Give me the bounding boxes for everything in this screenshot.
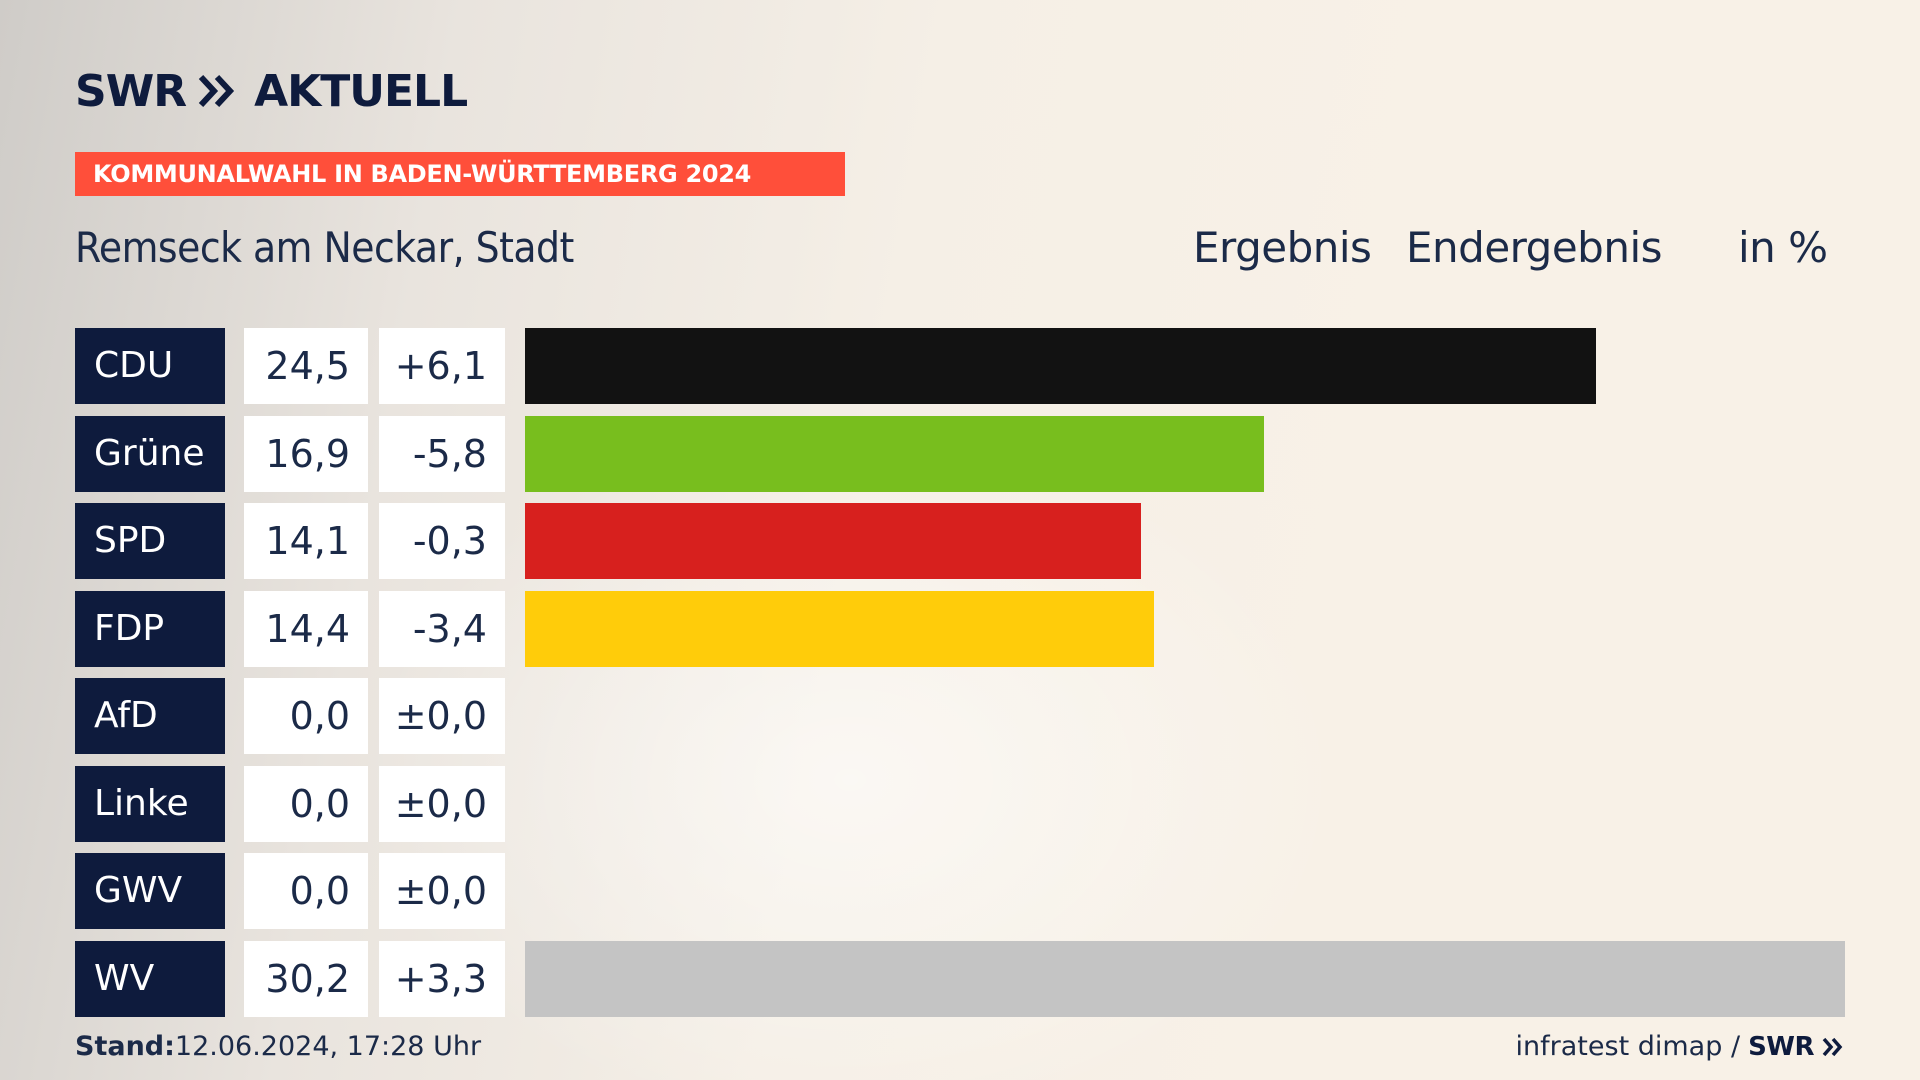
- result-value: 30,2: [244, 940, 368, 1017]
- result-bar: [525, 503, 1141, 579]
- result-diff: +3,3: [379, 940, 505, 1017]
- party-label: FDP: [75, 590, 225, 667]
- result-value: 0,0: [244, 678, 368, 754]
- result-bar: [525, 940, 1845, 1017]
- party-label: CDU: [75, 328, 225, 404]
- source-swr-logo: SWR: [1748, 1032, 1814, 1062]
- result-row: SPD 14,1 -0,3: [0, 503, 1920, 579]
- result-diff: -0,3: [379, 503, 505, 579]
- result-bar: [525, 415, 1264, 492]
- result-value: 0,0: [244, 765, 368, 842]
- source-credit: infratest dimap / SWR: [1516, 1030, 1844, 1064]
- party-label: AfD: [75, 678, 225, 754]
- result-bar: [525, 328, 1596, 404]
- result-row: FDP 14,4 -3,4: [0, 590, 1920, 667]
- result-value: 0,0: [244, 853, 368, 929]
- result-row: Grüne 16,9 -5,8: [0, 415, 1920, 492]
- result-row: AfD 0,0 ±0,0: [0, 678, 1920, 754]
- party-label: WV: [75, 940, 225, 1017]
- result-row: WV 30,2 +3,3: [0, 940, 1920, 1017]
- result-diff: -5,8: [379, 415, 505, 492]
- swr-aktuell-logo: SWR AKTUELL: [75, 65, 468, 117]
- result-bar: [525, 590, 1154, 667]
- double-chevron-icon: [198, 74, 235, 108]
- place-title: Remseck am Neckar, Stadt: [75, 223, 574, 272]
- party-label: SPD: [75, 503, 225, 579]
- logo-aktuell-text: AKTUELL: [254, 65, 468, 117]
- source-text: infratest dimap /: [1515, 1031, 1741, 1062]
- result-row: GWV 0,0 ±0,0: [0, 853, 1920, 929]
- result-diff: ±0,0: [379, 765, 505, 842]
- stand-label: Stand:: [75, 1031, 175, 1062]
- result-row: Linke 0,0 ±0,0: [0, 765, 1920, 842]
- result-value: 14,4: [244, 590, 368, 667]
- logo-swr-text: SWR: [75, 65, 187, 117]
- result-value: 24,5: [244, 328, 368, 404]
- column-header-ergebnis: Ergebnis: [1193, 223, 1372, 272]
- column-header-unit: in %: [1738, 223, 1828, 272]
- party-label: GWV: [75, 853, 225, 929]
- result-diff: -3,4: [379, 590, 505, 667]
- result-diff: +6,1: [379, 328, 505, 404]
- result-value: 16,9: [244, 415, 368, 492]
- column-header-status: Endergebnis: [1406, 223, 1663, 272]
- double-chevron-icon: [1822, 1037, 1843, 1057]
- result-diff: ±0,0: [379, 853, 505, 929]
- result-row: CDU 24,5 +6,1: [0, 328, 1920, 404]
- result-diff: ±0,0: [379, 678, 505, 754]
- result-value: 14,1: [244, 503, 368, 579]
- timestamp: Stand:12.06.2024, 17:28 Uhr: [75, 1030, 481, 1064]
- party-label: Linke: [75, 765, 225, 842]
- election-banner: KOMMUNALWAHL IN BADEN-WÜRTTEMBERG 2024: [75, 152, 845, 196]
- party-label: Grüne: [75, 415, 225, 492]
- stand-value: 12.06.2024, 17:28 Uhr: [174, 1031, 482, 1062]
